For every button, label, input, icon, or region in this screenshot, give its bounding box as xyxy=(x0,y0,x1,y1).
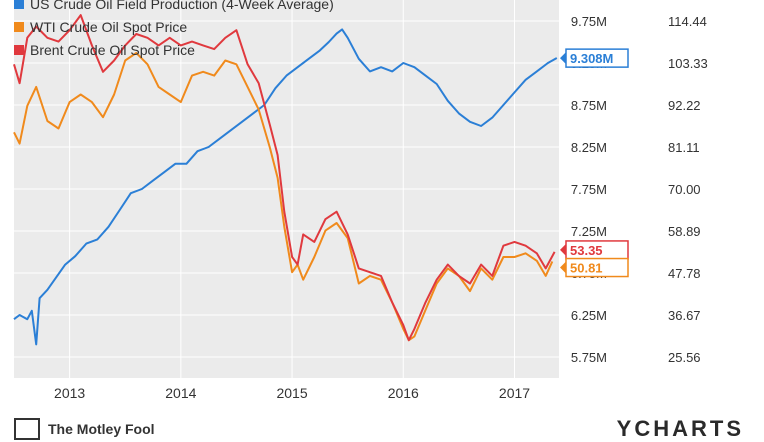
left-axis-tick-label: 8.75M xyxy=(571,98,607,113)
legend: US Crude Oil Field Production (4-Week Av… xyxy=(14,0,334,61)
legend-label-wti: WTI Crude Oil Spot Price xyxy=(30,18,188,35)
left-axis-tick-label: 9.75M xyxy=(571,14,607,29)
right-axis-tick-label: 103.33 xyxy=(668,56,708,71)
brand-text: The Motley Fool xyxy=(48,421,155,437)
jester-logo-icon xyxy=(14,418,40,440)
right-axis-tick-label: 47.78 xyxy=(668,266,701,281)
x-axis-tick-label: 2013 xyxy=(54,385,85,401)
right-axis-tick-label: 70.00 xyxy=(668,182,701,197)
series-line-brent xyxy=(13,14,556,342)
legend-label-production: US Crude Oil Field Production (4-Week Av… xyxy=(30,0,334,12)
end-label-production: 9.308M xyxy=(570,51,613,66)
x-axis-tick-label: 2016 xyxy=(388,385,419,401)
legend-item-wti[interactable]: WTI Crude Oil Spot Price xyxy=(14,15,334,38)
footer-brand: The Motley Fool xyxy=(14,418,155,440)
left-axis-tick-label: 7.75M xyxy=(571,182,607,197)
chart: 9.75M114.449.25M103.338.75M92.228.25M81.… xyxy=(13,0,708,401)
chart-svg: 9.75M114.449.25M103.338.75M92.228.25M81.… xyxy=(13,0,708,401)
x-axis-tick-label: 2017 xyxy=(499,385,530,401)
series-layer xyxy=(13,14,558,346)
right-axis-tick-label: 81.11 xyxy=(668,140,700,155)
right-axis-tick-label: 92.22 xyxy=(668,98,701,113)
right-axis-tick-label: 25.56 xyxy=(668,350,701,365)
legend-swatch-production-icon xyxy=(14,0,24,9)
right-axis-tick-label: 114.44 xyxy=(668,14,707,29)
x-axis-tick-label: 2015 xyxy=(276,385,307,401)
end-label-wti: 50.81 xyxy=(570,261,603,276)
series-line-wti xyxy=(13,51,554,342)
end-label-layer: 9.308M 53.35 50.81 xyxy=(560,48,629,278)
legend-swatch-brent-icon xyxy=(14,44,24,55)
left-axis-tick-label: 7.25M xyxy=(571,224,607,239)
end-label-production-pointer xyxy=(560,52,566,65)
source-logo: YCHARTS xyxy=(616,416,744,441)
end-label-wti-box xyxy=(565,257,629,278)
end-label-brent-pointer xyxy=(560,243,566,256)
left-axis-tick-label: 5.75M xyxy=(571,350,607,365)
legend-label-brent: Brent Crude Oil Spot Price xyxy=(30,41,195,58)
right-axis-tick-label: 58.89 xyxy=(668,224,701,239)
grid-layer xyxy=(14,0,559,378)
x-axis-tick-label: 2014 xyxy=(165,385,196,401)
end-label-production-box xyxy=(565,48,629,68)
end-label-wti-pointer xyxy=(560,261,566,274)
legend-item-production[interactable]: US Crude Oil Field Production (4-Week Av… xyxy=(14,0,334,15)
legend-swatch-wti-icon xyxy=(14,21,24,32)
left-axis-tick-label: 6.25M xyxy=(571,308,607,323)
legend-item-brent[interactable]: Brent Crude Oil Spot Price xyxy=(14,38,334,61)
end-label-brent: 53.35 xyxy=(570,243,603,258)
right-axis-tick-label: 36.67 xyxy=(668,308,701,323)
series-line-production xyxy=(13,28,558,346)
left-axis-tick-label: 8.25M xyxy=(571,140,607,155)
